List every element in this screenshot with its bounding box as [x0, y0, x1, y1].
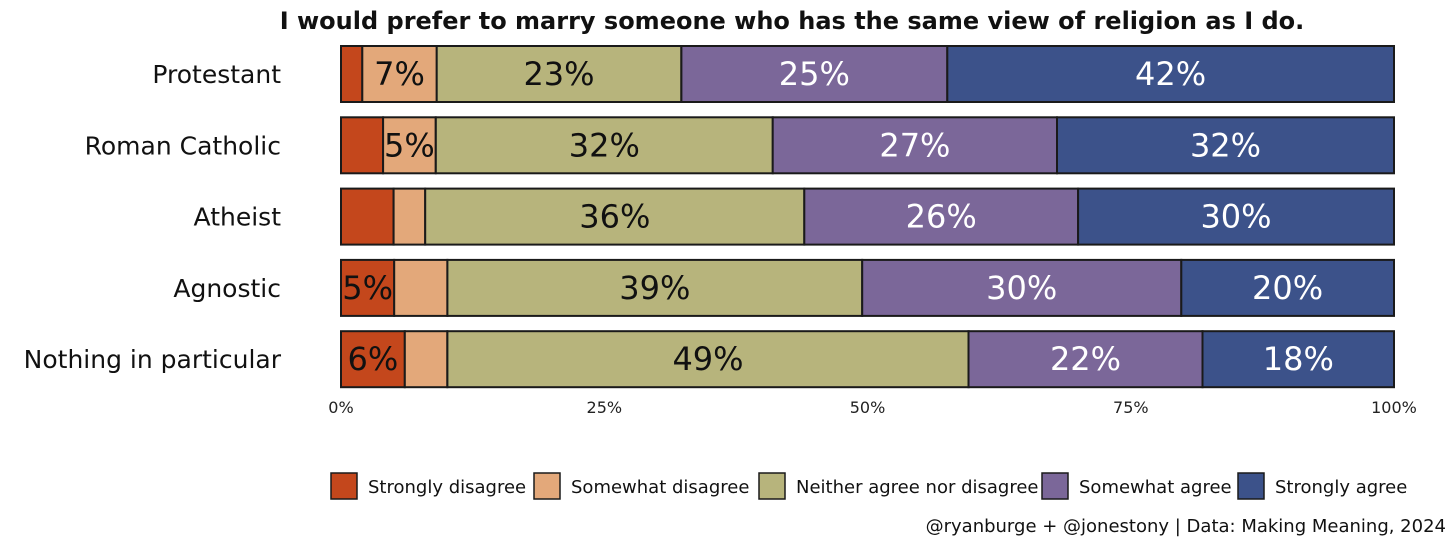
chart-caption: @ryanburge + @jonestony | Data: Making M… [926, 516, 1446, 537]
data-label: 32% [569, 126, 640, 164]
bar-segment [361, 45, 438, 103]
bar-segment [382, 116, 437, 175]
legend-label: Strongly disagree [368, 477, 526, 498]
data-label: 27% [879, 126, 950, 164]
category-label: Nothing in particular [24, 345, 282, 374]
data-label: 5% [384, 126, 435, 164]
data-label: 23% [523, 55, 594, 93]
bar-segment [340, 45, 364, 103]
bar-segment [771, 116, 1058, 175]
bar-segment [1056, 116, 1395, 175]
bar-segment [435, 45, 683, 103]
bar-segment [1180, 258, 1396, 317]
legend-label: Strongly agree [1275, 477, 1407, 498]
data-label: 6% [348, 340, 399, 378]
data-label: 25% [779, 55, 850, 93]
bar-segment [446, 330, 970, 389]
bar-segment [967, 330, 1204, 389]
data-label: 22% [1050, 340, 1121, 378]
bar-segment [424, 187, 806, 246]
data-label: 5% [342, 269, 393, 307]
data-label: 7% [374, 55, 425, 93]
category-labels: Protestant Roman Catholic Atheist Agnostic N… [24, 60, 282, 374]
bar-segment [803, 187, 1080, 246]
bar-segment [340, 258, 396, 317]
legend-swatch [758, 472, 786, 500]
data-label: 26% [906, 198, 977, 236]
x-tick-label: 75% [1113, 398, 1149, 417]
bar-segment [446, 258, 864, 317]
bar-segment [340, 116, 385, 175]
bar-segment [340, 187, 395, 246]
bars-group [340, 45, 1396, 389]
category-label: Agnostic [173, 274, 281, 303]
chart-title: I would prefer to marry someone who has … [280, 7, 1305, 35]
data-label: 36% [579, 198, 650, 236]
x-axis-ticks: 0% 25% 50% 75% 100% [328, 398, 1417, 417]
legend-label: Neither agree nor disagree [796, 477, 1039, 498]
legend-label: Somewhat disagree [571, 477, 749, 498]
data-label: 42% [1135, 55, 1206, 93]
legend-swatch [330, 472, 358, 500]
category-label: Atheist [194, 203, 282, 232]
data-label: 49% [672, 340, 743, 378]
data-label: 20% [1252, 269, 1323, 307]
bar-segment [1077, 187, 1395, 246]
data-label: 30% [986, 269, 1057, 307]
data-label: 39% [619, 269, 690, 307]
legend: Strongly disagree Somewhat disagree Neithe… [330, 472, 1407, 500]
category-label: Protestant [152, 60, 281, 89]
x-tick-label: 50% [850, 398, 886, 417]
data-label: 18% [1263, 340, 1334, 378]
value-labels: 7% 23% 25% 42%5% 32% 27% 32%36% 26% 30%5% 39% 30% 2… [342, 55, 1334, 378]
bar-segment [946, 45, 1395, 103]
bar-segment [1201, 330, 1395, 389]
bar-segment [393, 258, 449, 317]
bar-segment [403, 330, 449, 389]
bar-segment [680, 45, 949, 103]
legend-label: Somewhat agree [1079, 477, 1232, 498]
legend-swatch [533, 472, 561, 500]
bar-segment [392, 187, 427, 246]
data-label: 32% [1190, 126, 1261, 164]
legend-swatch [1041, 472, 1069, 500]
bar-segment [861, 258, 1183, 317]
x-tick-label: 100% [1371, 398, 1417, 417]
data-label: 30% [1200, 198, 1271, 236]
legend-swatch [1237, 472, 1265, 500]
x-tick-label: 25% [587, 398, 623, 417]
x-tick-label: 0% [328, 398, 353, 417]
category-label: Roman Catholic [85, 131, 281, 160]
